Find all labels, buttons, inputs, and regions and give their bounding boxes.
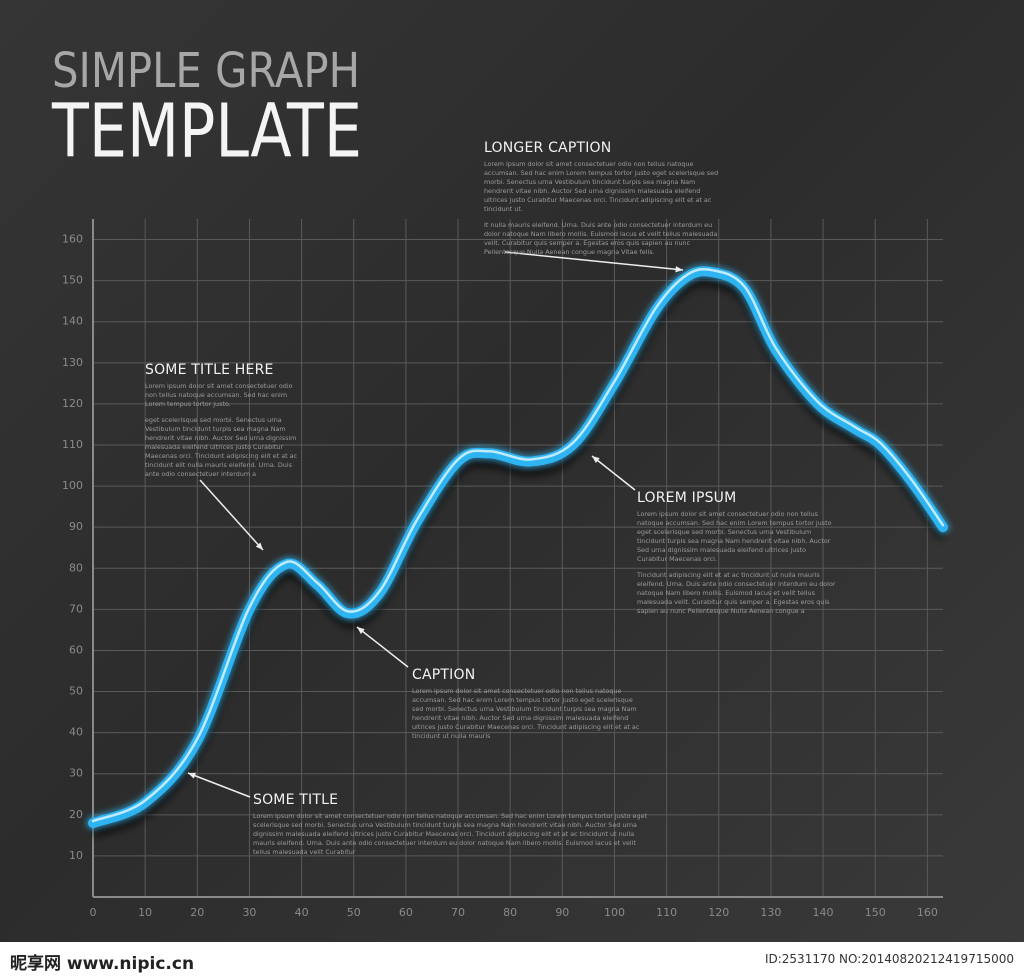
line-highlight	[91, 267, 945, 823]
watermark-bar: 昵享网 www.nipic.cn ID:2531170 NO:201408202…	[0, 942, 1024, 976]
annotation: SOME TITLE HERE Lorem ipsum dolor sit ame…	[145, 362, 300, 486]
annotation-body: Lorem ipsum dolor sit amet consectetuer …	[484, 160, 719, 213]
y-tick-label: 160	[62, 233, 83, 246]
x-tick-label: 150	[865, 906, 886, 919]
annotation-body: Lorem ipsum dolor sit amet consectetuer …	[637, 510, 832, 563]
y-tick-label: 150	[62, 274, 83, 287]
arrow-head	[592, 456, 600, 464]
y-tick-label: 20	[69, 808, 83, 821]
y-tick-label: 90	[69, 520, 83, 533]
annotation-body: Tincidunt adipiscing elit et at ac tinci…	[637, 571, 836, 615]
annotation-title: CAPTION	[412, 667, 476, 683]
x-tick-label: 100	[604, 906, 625, 919]
annotation-body: eget scelerisque sed morbi. Senectus urn…	[145, 416, 298, 478]
x-tick-label: 140	[813, 906, 834, 919]
annotation-arrow	[356, 626, 409, 668]
annotation-arrow	[199, 479, 264, 551]
y-tick-label: 70	[69, 602, 83, 615]
x-tick-label: 80	[503, 906, 517, 919]
annotation: LONGER CAPTION Lorem ipsum dolor sit amet…	[484, 140, 719, 264]
y-tick-label: 110	[62, 438, 83, 451]
annotation-arrow	[187, 772, 251, 798]
x-tick-label: 110	[656, 906, 677, 919]
annotation-body: Lorem ipsum dolor sit amet consectetuer …	[253, 812, 647, 856]
x-tick-label: 160	[917, 906, 938, 919]
annotation-body: Lorem ipsum dolor sit amet consectetuer …	[412, 687, 640, 740]
x-tick-label: 10	[138, 906, 152, 919]
arrow-head	[675, 266, 683, 273]
y-tick-label: 120	[62, 397, 83, 410]
annotation-arrow	[504, 251, 684, 271]
arrow-head	[357, 627, 365, 634]
arrow-head	[188, 772, 196, 779]
x-tick-label: 90	[555, 906, 569, 919]
x-tick-label: 0	[90, 906, 97, 919]
y-tick-label: 60	[69, 643, 83, 656]
annotation-title: SOME TITLE	[253, 792, 339, 808]
annotation: LOREM IPSUM Lorem ipsum dolor sit amet co…	[637, 490, 837, 623]
x-tick-label: 70	[451, 906, 465, 919]
annotation-title: SOME TITLE HERE	[145, 362, 274, 378]
y-tick-label: 130	[62, 356, 83, 369]
x-tick-label: 30	[242, 906, 256, 919]
arrow-head	[255, 542, 263, 550]
y-tick-label: 30	[69, 767, 83, 780]
annotation: CAPTION Lorem ipsum dolor sit amet consec…	[412, 667, 642, 748]
chart-subtitle: SIMPLE GRAPH	[52, 43, 360, 99]
y-tick-label: 40	[69, 726, 83, 739]
annotation-body: It nulla mauris eleifend. Urna. Duis ant…	[484, 221, 718, 256]
data-line	[88, 266, 948, 829]
chart-title: TEMPLATE	[51, 89, 362, 175]
y-tick-label: 50	[69, 685, 83, 698]
y-tick-label: 140	[62, 315, 83, 328]
watermark: 昵享网 www.nipic.cn	[10, 954, 195, 974]
x-tick-label: 60	[399, 906, 413, 919]
x-tick-label: 40	[295, 906, 309, 919]
annotation-arrow	[591, 455, 636, 491]
annotation-title: LOREM IPSUM	[637, 490, 737, 506]
x-tick-label: 50	[347, 906, 361, 919]
image-id: ID:2531170 NO:20140820212419715000	[764, 952, 1014, 966]
y-tick-label: 100	[62, 479, 83, 492]
annotation-title: LONGER CAPTION	[484, 140, 612, 156]
annotation-body: Lorem ipsum dolor sit amet consectetuer …	[145, 382, 293, 408]
x-tick-label: 130	[760, 906, 781, 919]
y-tick-label: 10	[69, 849, 83, 862]
x-tick-label: 20	[190, 906, 204, 919]
x-tick-label: 120	[708, 906, 729, 919]
y-tick-label: 80	[69, 561, 83, 574]
annotation: SOME TITLE Lorem ipsum dolor sit amet con…	[253, 792, 653, 864]
